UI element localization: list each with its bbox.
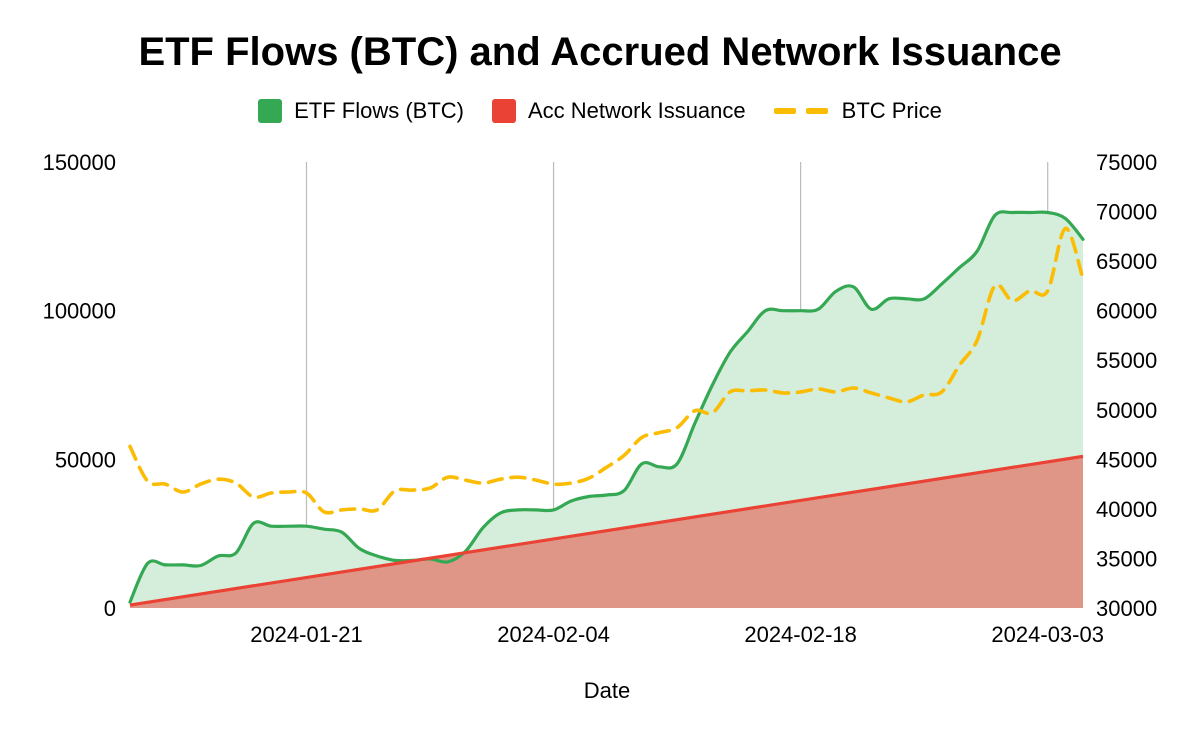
y-right-tick-label: 45000 — [1096, 447, 1157, 472]
y-right-tick-label: 65000 — [1096, 249, 1157, 274]
y-right-tick-label: 75000 — [1096, 150, 1157, 175]
legend-swatch-acc-network-issuance — [492, 99, 516, 123]
y-right-tick-label: 30000 — [1096, 596, 1157, 621]
y-left-tick-label: 0 — [104, 596, 116, 621]
legend-item-btc-price[interactable]: BTC Price — [773, 98, 942, 124]
legend-label-btc-price: BTC Price — [841, 98, 942, 123]
y-right-tick-label: 55000 — [1096, 348, 1157, 373]
y-right-tick-label: 70000 — [1096, 200, 1157, 225]
y-left-tick-label: 50000 — [55, 447, 116, 472]
legend-item-acc-network-issuance[interactable]: Acc Network Issuance — [492, 98, 746, 124]
x-tick-label: 2024-02-18 — [744, 622, 857, 647]
y-right-tick-label: 40000 — [1096, 497, 1157, 522]
chart-legend: ETF Flows (BTC) Acc Network Issuance BTC… — [0, 98, 1200, 124]
x-axis-label: Date — [584, 678, 630, 703]
y-right-tick-label: 50000 — [1096, 398, 1157, 423]
legend-label-acc-network-issuance: Acc Network Issuance — [528, 98, 746, 123]
y-left-tick-label: 150000 — [43, 150, 116, 175]
x-tick-label: 2024-03-03 — [991, 622, 1104, 647]
x-tick-label: 2024-02-04 — [497, 622, 610, 647]
legend-swatch-btc-price — [773, 99, 830, 123]
legend-label-etf-flows: ETF Flows (BTC) — [294, 98, 464, 123]
y-right-tick-label: 60000 — [1096, 299, 1157, 324]
acc-network-issuance-line — [129, 454, 1084, 607]
axes: 0 50000 100000 150000 30000 35000 40000 45000 50… — [43, 150, 1158, 647]
y-right-tick-label: 35000 — [1096, 546, 1157, 571]
x-tick-label: 2024-01-21 — [250, 622, 363, 647]
etf-flows-line — [128, 210, 1085, 604]
legend-item-etf-flows[interactable]: ETF Flows (BTC) — [258, 98, 464, 124]
y-left-tick-label: 100000 — [43, 299, 116, 324]
legend-swatch-etf-flows — [258, 99, 283, 123]
series-areas — [130, 211, 1083, 609]
chart-title: ETF Flows (BTC) and Accrued Network Issu… — [138, 30, 1062, 74]
series-lines — [128, 210, 1085, 607]
btc-price-line — [128, 226, 1085, 515]
